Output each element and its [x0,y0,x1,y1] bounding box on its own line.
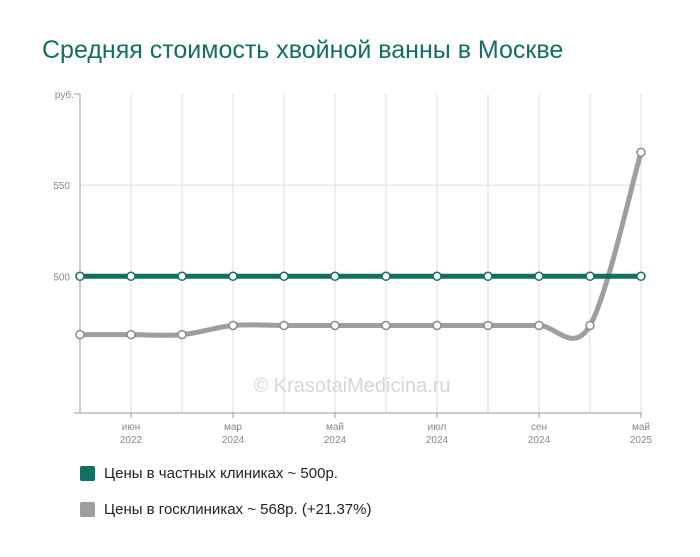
x-tick-label-year: 2025 [630,435,653,446]
point-state [279,320,289,331]
x-tick-label-month: июл [428,422,447,433]
point-state [330,320,340,331]
point-state [636,147,646,158]
series-line-state [77,149,644,341]
chart-title: Средняя стоимость хвойной ванны в Москве [42,36,564,64]
point-private [432,271,442,282]
point-private [483,271,493,282]
point-state [177,329,187,340]
chart: руб. 550 500 июн 2022 мар 2024 май 2024 июл 2024 се… [53,89,652,446]
x-tick-label-month: май [632,422,650,433]
points [75,147,646,340]
point-private [636,271,646,282]
x-tick-label-year: 2024 [426,435,449,446]
y-tick-label: 500 [53,272,70,283]
grid [80,94,642,413]
x-tick-label-year: 2024 [324,435,347,446]
point-private [126,271,136,282]
legend-swatch-private [80,465,95,481]
y-tick-label: 550 [53,181,70,192]
x-tick-label-month: сен [531,422,547,433]
point-private [381,271,391,282]
point-state [585,320,595,331]
x-tick-label-month: июн [122,422,141,433]
point-private [228,271,238,282]
point-private [279,271,289,282]
x-tick-label-year: 2024 [528,435,551,446]
legend: Цены в частных клиниках ~ 500р. Цены в г… [80,462,371,534]
point-state [381,320,391,331]
x-tick-label-year: 2022 [120,435,143,446]
axes [74,93,642,418]
point-state [432,320,442,331]
point-state [75,329,85,340]
point-state [126,329,136,340]
x-tick-label-month: мар [224,422,242,433]
x-tick-label-month: май [326,422,344,433]
point-private [585,271,595,282]
point-private [534,271,544,282]
x-tick-label-year: 2024 [222,435,245,446]
point-state [483,320,493,331]
tick-labels: руб. 550 500 июн 2022 мар 2024 май 2024 июл 2024 се… [53,89,652,446]
point-private [330,271,340,282]
point-state [228,320,238,331]
legend-label-state: Цены в госклиниках ~ 568р. (+21.37%) [104,500,372,518]
legend-item-private[interactable]: Цены в частных клиниках ~ 500р. [80,462,371,484]
series [77,149,644,341]
point-private [75,271,85,282]
point-state [534,320,544,331]
watermark: © KrasotaiMedicina.ru [253,375,450,397]
legend-item-state[interactable]: Цены в госклиниках ~ 568р. (+21.37%) [80,498,371,520]
legend-label-private: Цены в частных клиниках ~ 500р. [104,464,338,482]
y-axis-label: руб. [55,89,74,101]
legend-swatch-state [80,501,95,517]
point-private [177,271,187,282]
